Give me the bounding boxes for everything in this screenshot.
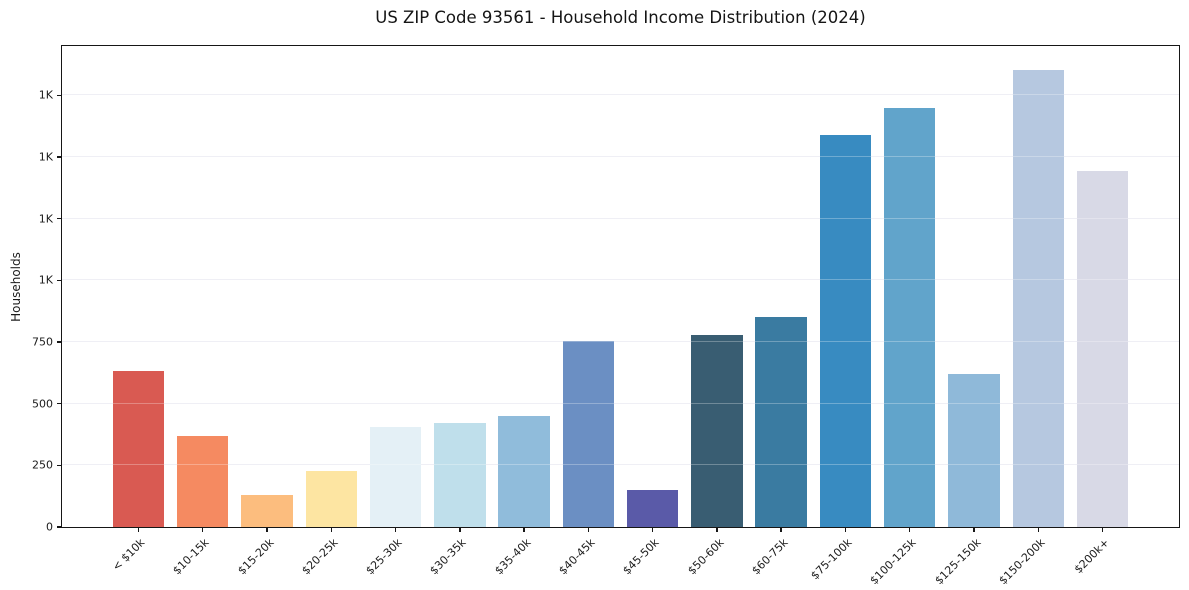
gridline-overlay (62, 279, 1179, 281)
y-tick (57, 402, 62, 405)
x-tick (973, 527, 975, 532)
chart-title: US ZIP Code 93561 - Household Income Dis… (375, 8, 866, 27)
y-tick-label: 750 (32, 335, 53, 349)
bar-40-45k (562, 341, 615, 527)
gridline-overlay (62, 217, 1179, 219)
x-tick-label: $50-60k (684, 536, 727, 578)
bar-100-125k (884, 107, 936, 527)
plot-area: Households < $10k $10-15k $15-20k $20-25k $2… (9, 45, 1180, 587)
x-tick-label: < $10k (110, 536, 148, 574)
x-tick-label: $20-25k (299, 536, 341, 578)
x-tick (909, 527, 911, 532)
bar-50-60k (691, 335, 743, 527)
x-tick-label: $15-20k (234, 536, 277, 578)
gridline (62, 94, 1179, 96)
y-tick (57, 526, 62, 528)
x-tick (716, 527, 718, 532)
gridline-overlay (62, 402, 1179, 404)
y-tick-label: 0 (46, 520, 53, 534)
y-tick (57, 279, 62, 282)
x-tick-label: $40-45k (556, 536, 598, 578)
x-tick (1101, 527, 1104, 532)
x-tick-label: $10-15k (170, 536, 212, 578)
bar-15-20k (241, 494, 293, 527)
gridline-overlay (62, 464, 1179, 466)
x-tick-label: $30-35k (427, 536, 470, 578)
x-tick (523, 527, 525, 532)
x-tick (266, 527, 268, 532)
x-tick (1037, 527, 1039, 532)
x-tick-label: $60-75k (749, 536, 791, 578)
bar-35-40k (498, 416, 550, 527)
y-axis-label: Households (9, 251, 23, 322)
x-tick-label: $25-30k (363, 536, 405, 578)
x-tick-label: $150-200k (996, 536, 1048, 588)
gridline-overlay (62, 156, 1179, 157)
y-tick-label: 1K (38, 150, 53, 164)
bar-20-25k (305, 470, 357, 527)
gridline (62, 341, 1179, 342)
gridline (62, 464, 1179, 466)
gridline (62, 402, 1179, 404)
x-tick (651, 527, 654, 532)
gridline-overlay (62, 94, 1179, 96)
gridline (62, 156, 1179, 157)
y-tick (57, 217, 62, 220)
bar-60-75k (755, 317, 807, 527)
bar-45-50k (626, 490, 679, 527)
x-tick-label: $45-50k (620, 536, 662, 578)
y-tick-label: 1K (38, 212, 53, 226)
x-tick (330, 527, 332, 532)
x-tick (137, 527, 140, 532)
bar-150-200k (1012, 70, 1064, 527)
x-tick-label: $200k+ (1071, 536, 1112, 577)
y-tick (57, 156, 62, 158)
y-tick (57, 341, 62, 343)
gridline-overlay (62, 341, 1179, 342)
x-tick-label: $35-40k (492, 536, 534, 578)
bar-125-150k (948, 373, 1000, 527)
x-tick-label: $75-100k (808, 536, 855, 583)
gridline (62, 217, 1179, 219)
y-tick-label: 1K (38, 273, 53, 287)
x-tick (459, 527, 461, 532)
bar-200k (1076, 171, 1129, 527)
y-tick-label: 500 (32, 397, 53, 411)
y-tick-label: 1K (38, 88, 53, 102)
bar-10-15k (177, 436, 229, 527)
y-tick-label: 250 (32, 458, 53, 472)
x-tick (587, 527, 590, 532)
x-tick-label: $100-125k (867, 536, 919, 588)
x-tick (780, 527, 782, 532)
bar-75-100k (819, 134, 872, 527)
x-tick (844, 527, 847, 532)
bar-10k (112, 370, 165, 527)
x-tick (394, 527, 397, 532)
gridline (62, 279, 1179, 281)
x-tick (202, 527, 204, 532)
x-tick-label: $125-150k (932, 536, 984, 588)
bar-25-30k (369, 427, 422, 527)
y-tick (57, 464, 62, 467)
y-tick (57, 94, 62, 97)
bar-30-35k (434, 423, 486, 527)
